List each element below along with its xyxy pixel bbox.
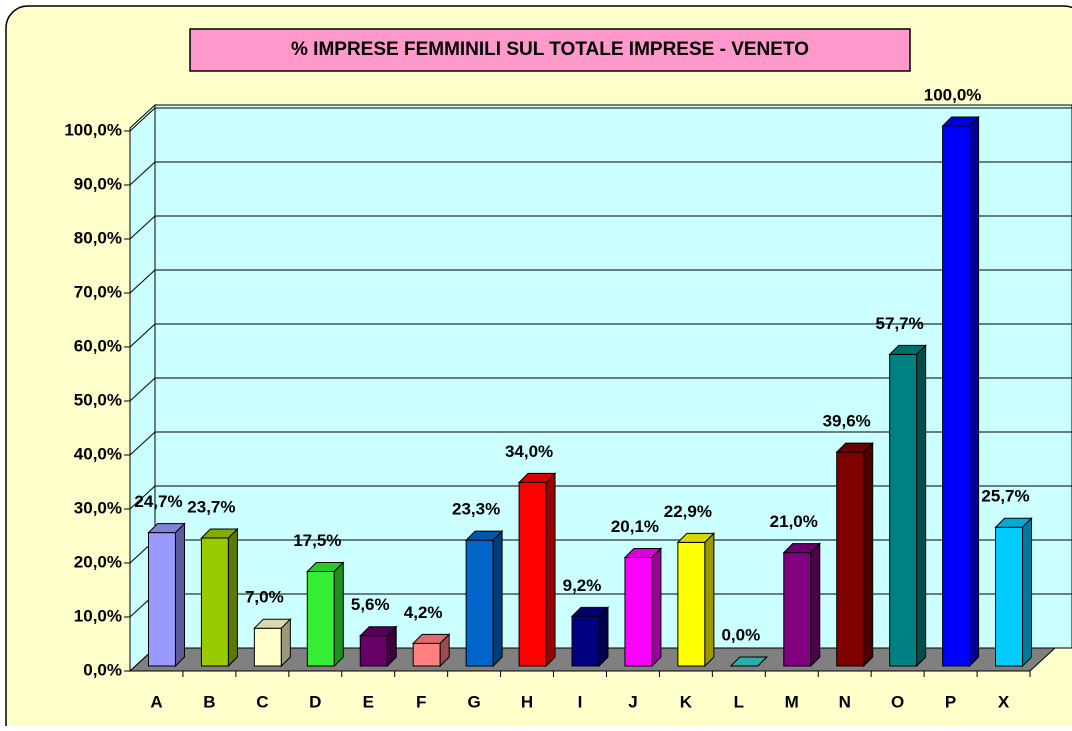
- value-label: 17,5%: [293, 531, 341, 550]
- bar-front: [518, 481, 547, 667]
- bar-side: [492, 529, 503, 668]
- bar-front: [253, 627, 282, 667]
- y-tick-label: 50,0%: [74, 390, 122, 409]
- x-tick-label: K: [680, 692, 693, 711]
- value-label: 100,0%: [924, 85, 982, 104]
- grid-line: [129, 161, 156, 186]
- bar-side: [757, 656, 768, 667]
- grid-line: [129, 431, 156, 456]
- y-tick-label: 60,0%: [74, 336, 122, 355]
- x-tick-label: A: [150, 692, 162, 711]
- bar-front: [942, 125, 971, 667]
- bar-front: [147, 532, 176, 667]
- back-wall: [154, 104, 1072, 649]
- x-tick-label: D: [309, 692, 321, 711]
- y-tick-label: 90,0%: [74, 174, 122, 193]
- bar-front: [359, 635, 388, 667]
- grid-line: [129, 377, 156, 402]
- x-tick-label: P: [945, 692, 956, 711]
- value-label: 5,6%: [351, 595, 390, 614]
- bar-side: [651, 547, 662, 668]
- bar-front: [677, 541, 706, 667]
- value-label: 23,3%: [452, 500, 500, 519]
- x-tick-label: N: [839, 692, 851, 711]
- bar-front: [889, 353, 918, 667]
- bar-front: [412, 642, 441, 667]
- bar-side: [704, 532, 715, 668]
- bar-front: [836, 451, 865, 667]
- value-label: 0,0%: [721, 625, 760, 644]
- bar-side: [386, 625, 397, 668]
- value-label: 20,1%: [611, 517, 659, 536]
- x-tick-label: X: [998, 692, 1010, 711]
- y-tick-label: 30,0%: [74, 498, 122, 517]
- x-tick-label: B: [203, 692, 215, 711]
- value-label: 7,0%: [245, 588, 284, 607]
- x-tick-label: O: [891, 692, 904, 711]
- y-tick-label: 100,0%: [64, 120, 122, 139]
- bar-side: [174, 522, 185, 668]
- value-label: 25,7%: [981, 487, 1029, 506]
- value-label: 24,7%: [134, 492, 182, 511]
- bar-side: [333, 561, 344, 668]
- bar-front: [465, 539, 494, 667]
- bar-front: [200, 537, 229, 667]
- bar-front: [306, 571, 335, 667]
- value-label: 21,0%: [770, 512, 818, 531]
- y-tick-label: 20,0%: [74, 552, 122, 571]
- bar-side: [439, 633, 450, 668]
- value-label: 23,7%: [187, 498, 235, 517]
- bar-front: [624, 556, 653, 667]
- x-tick-label: I: [578, 692, 583, 711]
- bar-side: [545, 472, 556, 668]
- bar-side: [863, 441, 874, 668]
- grid-line: [129, 269, 156, 294]
- bar-side: [280, 617, 291, 668]
- value-label: 9,2%: [563, 576, 602, 595]
- bar-side: [227, 527, 238, 668]
- y-tick-label: 70,0%: [74, 282, 122, 301]
- bar-front: [571, 615, 600, 667]
- y-tick-label: 80,0%: [74, 228, 122, 247]
- value-label: 57,7%: [876, 314, 924, 333]
- value-label: 4,2%: [404, 603, 443, 622]
- x-tick-label: J: [628, 692, 637, 711]
- y-tick-label: 40,0%: [74, 444, 122, 463]
- x-tick-label: G: [468, 692, 481, 711]
- x-tick-label: E: [363, 692, 374, 711]
- bar-side: [969, 115, 980, 668]
- bar-front: [783, 552, 812, 667]
- grid-line: [129, 215, 156, 240]
- chart-title: % IMPRESE FEMMINILI SUL TOTALE IMPRESE -…: [291, 39, 809, 60]
- title-box: [189, 28, 911, 72]
- bar-front: [995, 526, 1024, 667]
- value-label: 22,9%: [664, 502, 712, 521]
- y-tick-label: 0,0%: [83, 660, 122, 679]
- value-label: 34,0%: [505, 442, 553, 461]
- value-label: 39,6%: [823, 412, 871, 431]
- grid-line: [129, 485, 156, 510]
- bar-side: [598, 606, 609, 668]
- bar-side: [810, 542, 821, 668]
- grid-line: [129, 107, 156, 132]
- bar-side: [916, 344, 927, 668]
- grid-line: [129, 323, 156, 348]
- x-tick-label: L: [734, 692, 744, 711]
- bar-side: [1022, 517, 1033, 668]
- x-tick-label: F: [416, 692, 426, 711]
- y-tick-label: 10,0%: [74, 606, 122, 625]
- x-tick-label: H: [521, 692, 533, 711]
- x-tick-label: C: [256, 692, 268, 711]
- x-tick-label: M: [785, 692, 799, 711]
